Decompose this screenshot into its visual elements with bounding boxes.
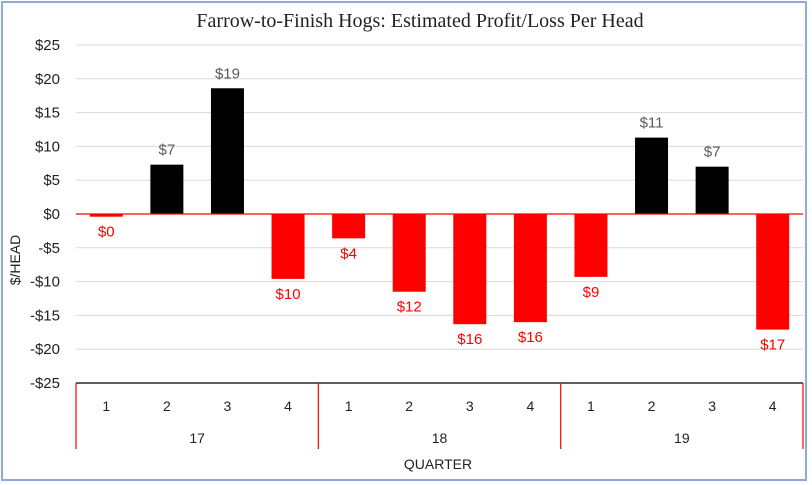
data-label: $4	[340, 245, 357, 262]
data-label: $16	[518, 329, 543, 346]
data-label: $19	[215, 65, 240, 82]
y-axis-title: $/HEAD	[7, 235, 23, 286]
x-axis-title: QUARTER	[404, 456, 472, 472]
bar	[150, 164, 184, 214]
bar-layer	[89, 88, 790, 330]
y-tick-label: $10	[35, 138, 60, 155]
bar	[332, 214, 366, 239]
bar	[271, 214, 305, 279]
data-label: $10	[276, 286, 301, 303]
data-label-layer: $0 $7 $19 $10 $4 $12 $16 $16 $9 $11 $7 $17	[98, 65, 785, 353]
y-tick-label: $15	[35, 105, 60, 122]
bar	[89, 214, 123, 217]
bar	[453, 214, 487, 325]
group-label: 19	[674, 430, 690, 446]
x-tick-label: 4	[526, 398, 534, 414]
y-tick-label: $25	[35, 37, 60, 54]
chart-title: Farrow-to-Finish Hogs: Estimated Profit/…	[196, 10, 643, 32]
bar	[574, 214, 608, 277]
x-tick-label: 2	[405, 398, 413, 414]
x-tick-label: 3	[466, 398, 474, 414]
y-tick-label: -$5	[38, 240, 60, 257]
data-label: $16	[457, 331, 482, 348]
x-tick-label: 4	[769, 398, 777, 414]
x-tick-label: 2	[163, 398, 171, 414]
x-tick-label: 1	[102, 398, 110, 414]
y-tick-label: -$15	[30, 307, 60, 324]
y-tick-label: $5	[43, 172, 60, 189]
x-tick-label: 1	[587, 398, 595, 414]
y-tick-label: $0	[43, 206, 60, 223]
data-label: $9	[583, 284, 600, 301]
group-label: 18	[432, 430, 448, 446]
x-tick-label: 3	[708, 398, 716, 414]
grid-layer	[76, 44, 803, 350]
bar	[756, 214, 790, 330]
data-label: $7	[159, 142, 176, 159]
data-label: $7	[704, 144, 721, 161]
x-tick-label: 3	[224, 398, 232, 414]
data-label: $11	[640, 115, 664, 132]
axis-layer: $25 $20 $15 $10 $5 $0 -$5 -$10 -$15 -$20 -$25 1 2 3 4 1…	[30, 37, 804, 449]
bar	[392, 214, 426, 292]
bar	[210, 88, 244, 214]
data-label: $17	[760, 337, 785, 354]
bar	[513, 214, 547, 323]
data-label: $12	[397, 299, 422, 316]
group-label: 17	[189, 430, 205, 446]
x-tick-label: 2	[648, 398, 656, 414]
y-tick-label: $20	[35, 71, 60, 88]
y-tick-label: -$20	[30, 341, 60, 358]
bar	[695, 166, 729, 214]
x-tick-label: 1	[345, 398, 353, 414]
x-tick-label: 4	[284, 398, 292, 414]
bar	[635, 137, 669, 214]
data-label: $0	[98, 224, 115, 241]
y-tick-label: -$10	[30, 274, 60, 291]
y-tick-label: -$25	[30, 375, 60, 392]
